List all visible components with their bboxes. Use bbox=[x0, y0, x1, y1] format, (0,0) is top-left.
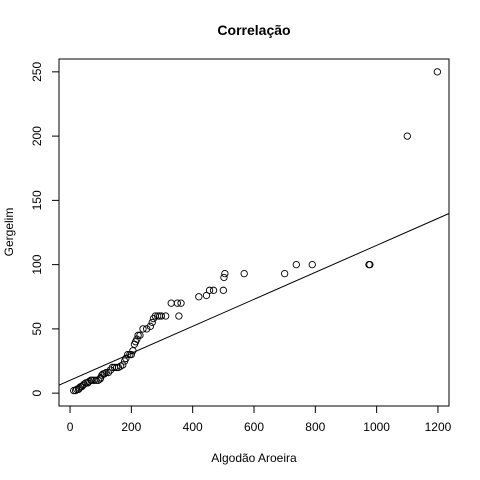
data-point bbox=[134, 331, 142, 339]
data-point bbox=[403, 132, 411, 140]
data-point bbox=[157, 312, 166, 320]
x-tick-label: 1000 bbox=[363, 420, 390, 434]
x-axis-label: Algodão Aroeira bbox=[211, 451, 297, 465]
data-point bbox=[116, 362, 125, 370]
x-tick-label: 200 bbox=[121, 420, 141, 434]
data-point bbox=[114, 363, 123, 372]
data-point bbox=[292, 260, 300, 269]
y-tick-label: 250 bbox=[30, 62, 44, 82]
data-point bbox=[308, 260, 316, 269]
data-point bbox=[209, 286, 218, 294]
data-point bbox=[148, 318, 156, 327]
data-point bbox=[167, 299, 175, 307]
data-point bbox=[366, 260, 374, 269]
chart-title: Correlação bbox=[217, 22, 290, 38]
data-point bbox=[219, 286, 227, 294]
data-point bbox=[433, 68, 441, 76]
data-point bbox=[162, 312, 170, 320]
data-point bbox=[195, 293, 203, 301]
axis-layer: 0 200 400 600 800 1000 1200 0 50 100 150 200 250 bbox=[30, 62, 452, 434]
data-point bbox=[221, 269, 229, 278]
data-point bbox=[220, 273, 228, 282]
x-tick-label: 1200 bbox=[425, 420, 452, 434]
x-tick-label: 400 bbox=[183, 420, 203, 434]
data-point bbox=[127, 350, 136, 359]
y-tick-label: 200 bbox=[30, 126, 44, 146]
y-tick-label: 50 bbox=[30, 322, 44, 336]
x-tick-label: 800 bbox=[305, 420, 325, 434]
data-point bbox=[281, 269, 289, 278]
y-axis-label: Gergelim bbox=[2, 208, 16, 257]
x-tick-label: 0 bbox=[67, 420, 74, 434]
data-point bbox=[122, 354, 130, 363]
plot-box bbox=[58, 58, 450, 407]
data-point bbox=[177, 299, 185, 307]
data-point bbox=[124, 350, 132, 359]
data-point bbox=[136, 331, 144, 339]
x-tick-label: 600 bbox=[244, 420, 264, 434]
data-point bbox=[240, 269, 248, 278]
data-point bbox=[205, 286, 214, 294]
data-point bbox=[112, 363, 121, 372]
data-point bbox=[100, 370, 109, 378]
data-point bbox=[104, 368, 113, 377]
y-tick-label: 100 bbox=[30, 254, 44, 274]
data-point bbox=[143, 325, 151, 333]
data-point bbox=[78, 383, 86, 391]
data-point bbox=[139, 325, 147, 333]
data-point bbox=[173, 299, 181, 307]
data-point bbox=[94, 376, 102, 384]
data-point bbox=[154, 312, 162, 320]
y-tick-label: 0 bbox=[30, 389, 44, 396]
data-point bbox=[102, 368, 110, 377]
data-point bbox=[146, 322, 155, 330]
regression-line bbox=[58, 213, 450, 386]
data-point bbox=[119, 361, 127, 369]
y-tick-label: 150 bbox=[30, 190, 44, 210]
data-point bbox=[175, 312, 183, 320]
data-layer bbox=[58, 68, 450, 395]
